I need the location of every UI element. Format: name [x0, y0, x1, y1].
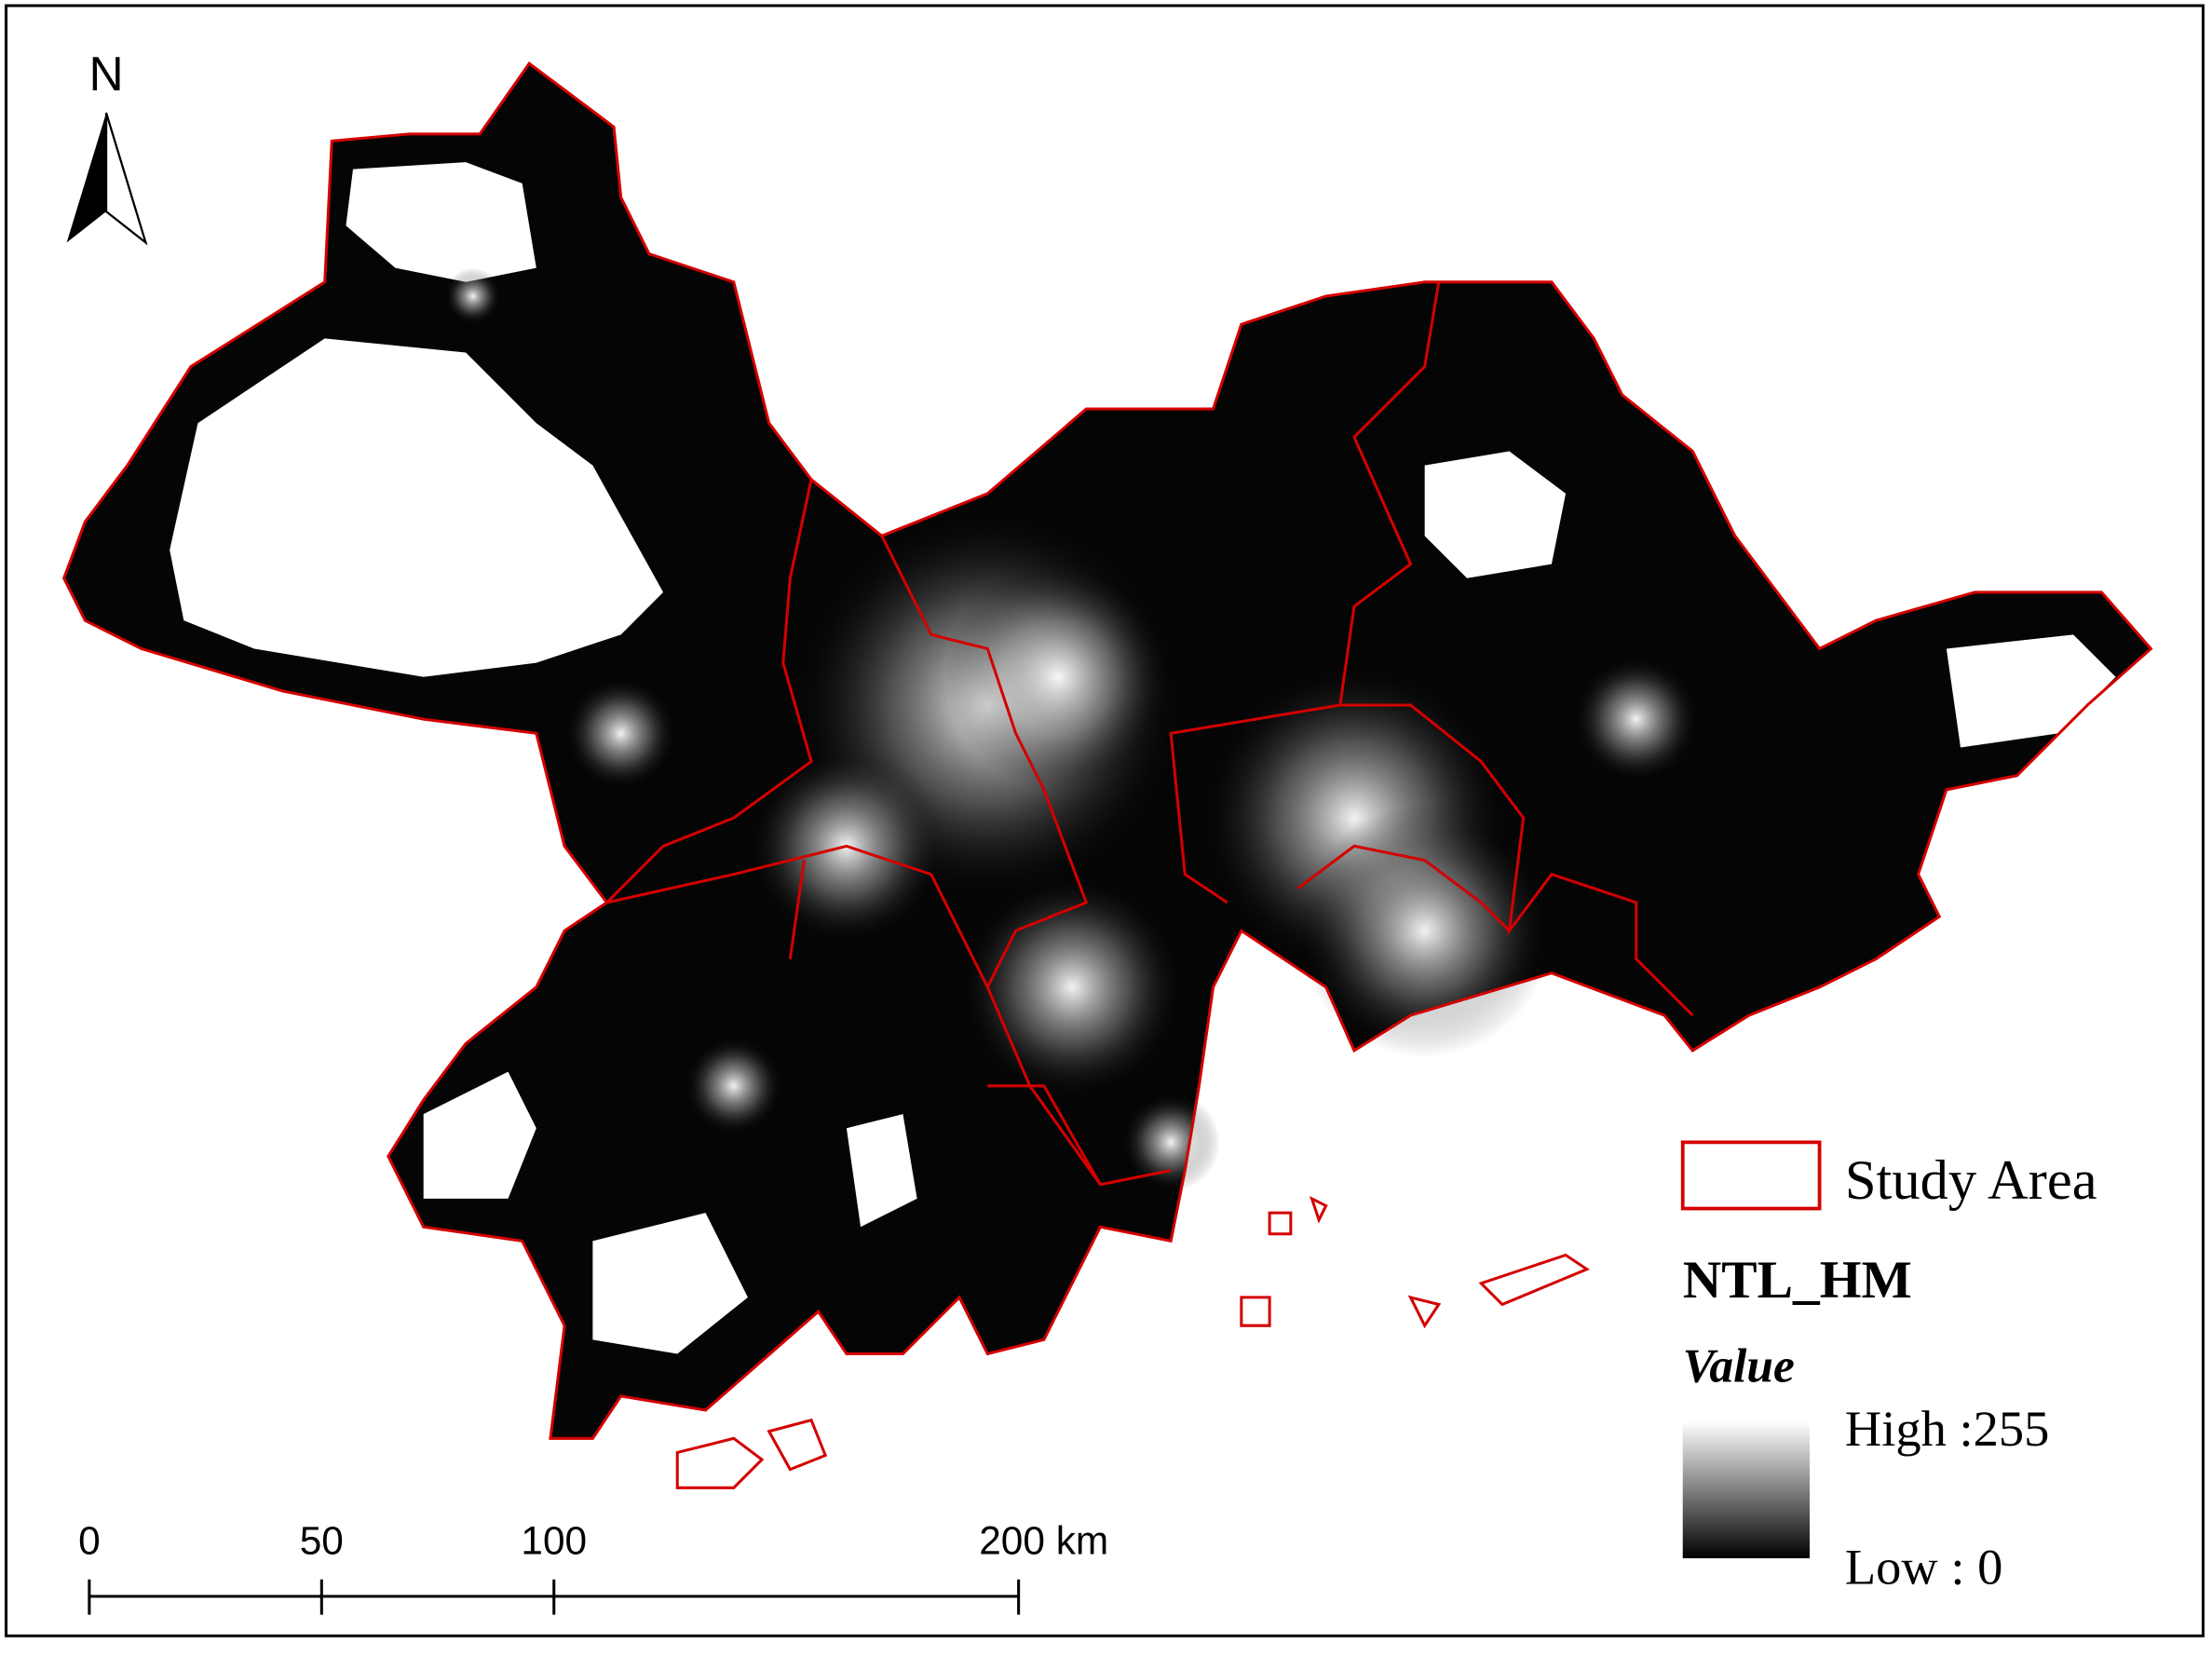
scale-bar: 0 50 100 200 km [78, 1518, 1108, 1615]
legend-boundary-label: Study Area [1845, 1149, 2097, 1212]
legend-low: Low : 0 [1845, 1538, 2003, 1595]
legend: Study Area NTL_HM Value High :255 Low : … [1680, 1140, 2097, 1595]
legend-swatch [1680, 1140, 1822, 1211]
legend-field-label: Value [1683, 1340, 1795, 1393]
scale-label: 50 [300, 1518, 344, 1562]
night-light-raster [63, 63, 2151, 1439]
study-area-boundary [61, 61, 2153, 1489]
scale-label: 100 [521, 1518, 587, 1562]
legend-layer-title: NTL_HM [1683, 1251, 1912, 1310]
scale-label: 200 km [979, 1518, 1108, 1562]
north-label: N [88, 47, 123, 101]
legend-ramp [1682, 1421, 1811, 1559]
legend-high: High :255 [1845, 1400, 2050, 1457]
scale-label: 0 [78, 1518, 101, 1562]
